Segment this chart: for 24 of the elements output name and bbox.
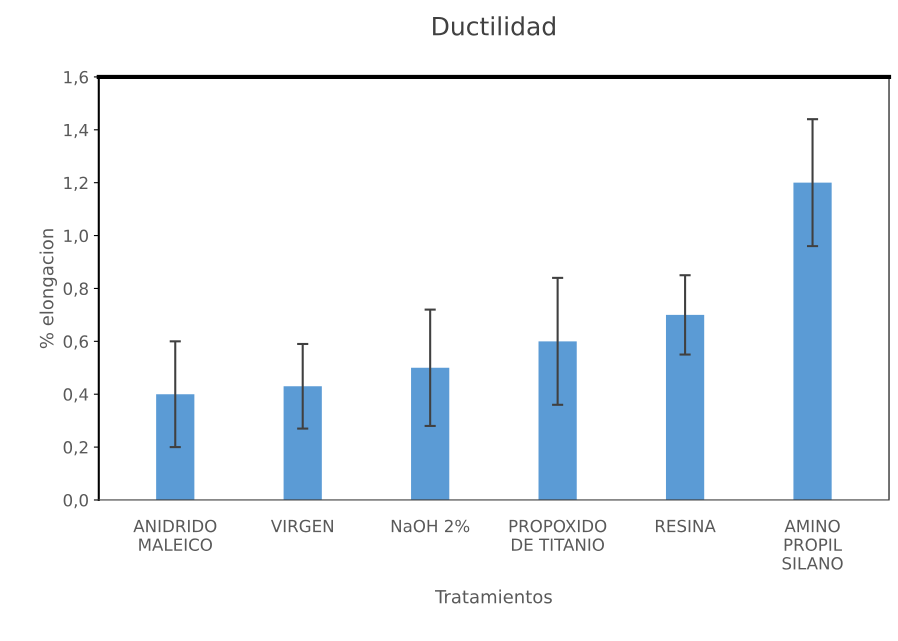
bar — [284, 386, 322, 500]
y-tick-label: 1,0 — [64, 230, 88, 244]
y-tick-label: 0,6 — [64, 335, 88, 350]
bar — [538, 341, 577, 500]
y-tick-label: 1,6 — [64, 70, 88, 86]
bar — [793, 182, 832, 500]
y-tick-label: 0,2 — [64, 441, 88, 456]
chart-title: Ductilidad — [433, 16, 555, 36]
x-tick-label: VIRGEN — [270, 520, 333, 532]
bar — [666, 314, 704, 500]
y-tick-label: 0,8 — [64, 282, 88, 297]
x-tick-label: NaOH 2% — [392, 520, 470, 532]
x-tick-label: PROPOXIDO DE TITANIO — [510, 520, 606, 551]
y-tick-label: 0,0 — [64, 494, 88, 508]
x-axis-title: Tratamientos — [435, 590, 552, 604]
y-tick-label: 0,4 — [64, 388, 88, 402]
x-tick-label: ANIDRIDO MALEICO — [133, 520, 216, 551]
y-tick-label: 1,2 — [64, 176, 88, 191]
x-tick-label: RESINA — [656, 520, 716, 532]
y-tick-label: 1,4 — [64, 124, 88, 138]
x-tick-label: AMINO PROPIL SILANO — [782, 520, 843, 570]
bar — [411, 368, 450, 500]
y-axis-title: % elongacion — [40, 229, 57, 348]
bar — [156, 394, 194, 500]
